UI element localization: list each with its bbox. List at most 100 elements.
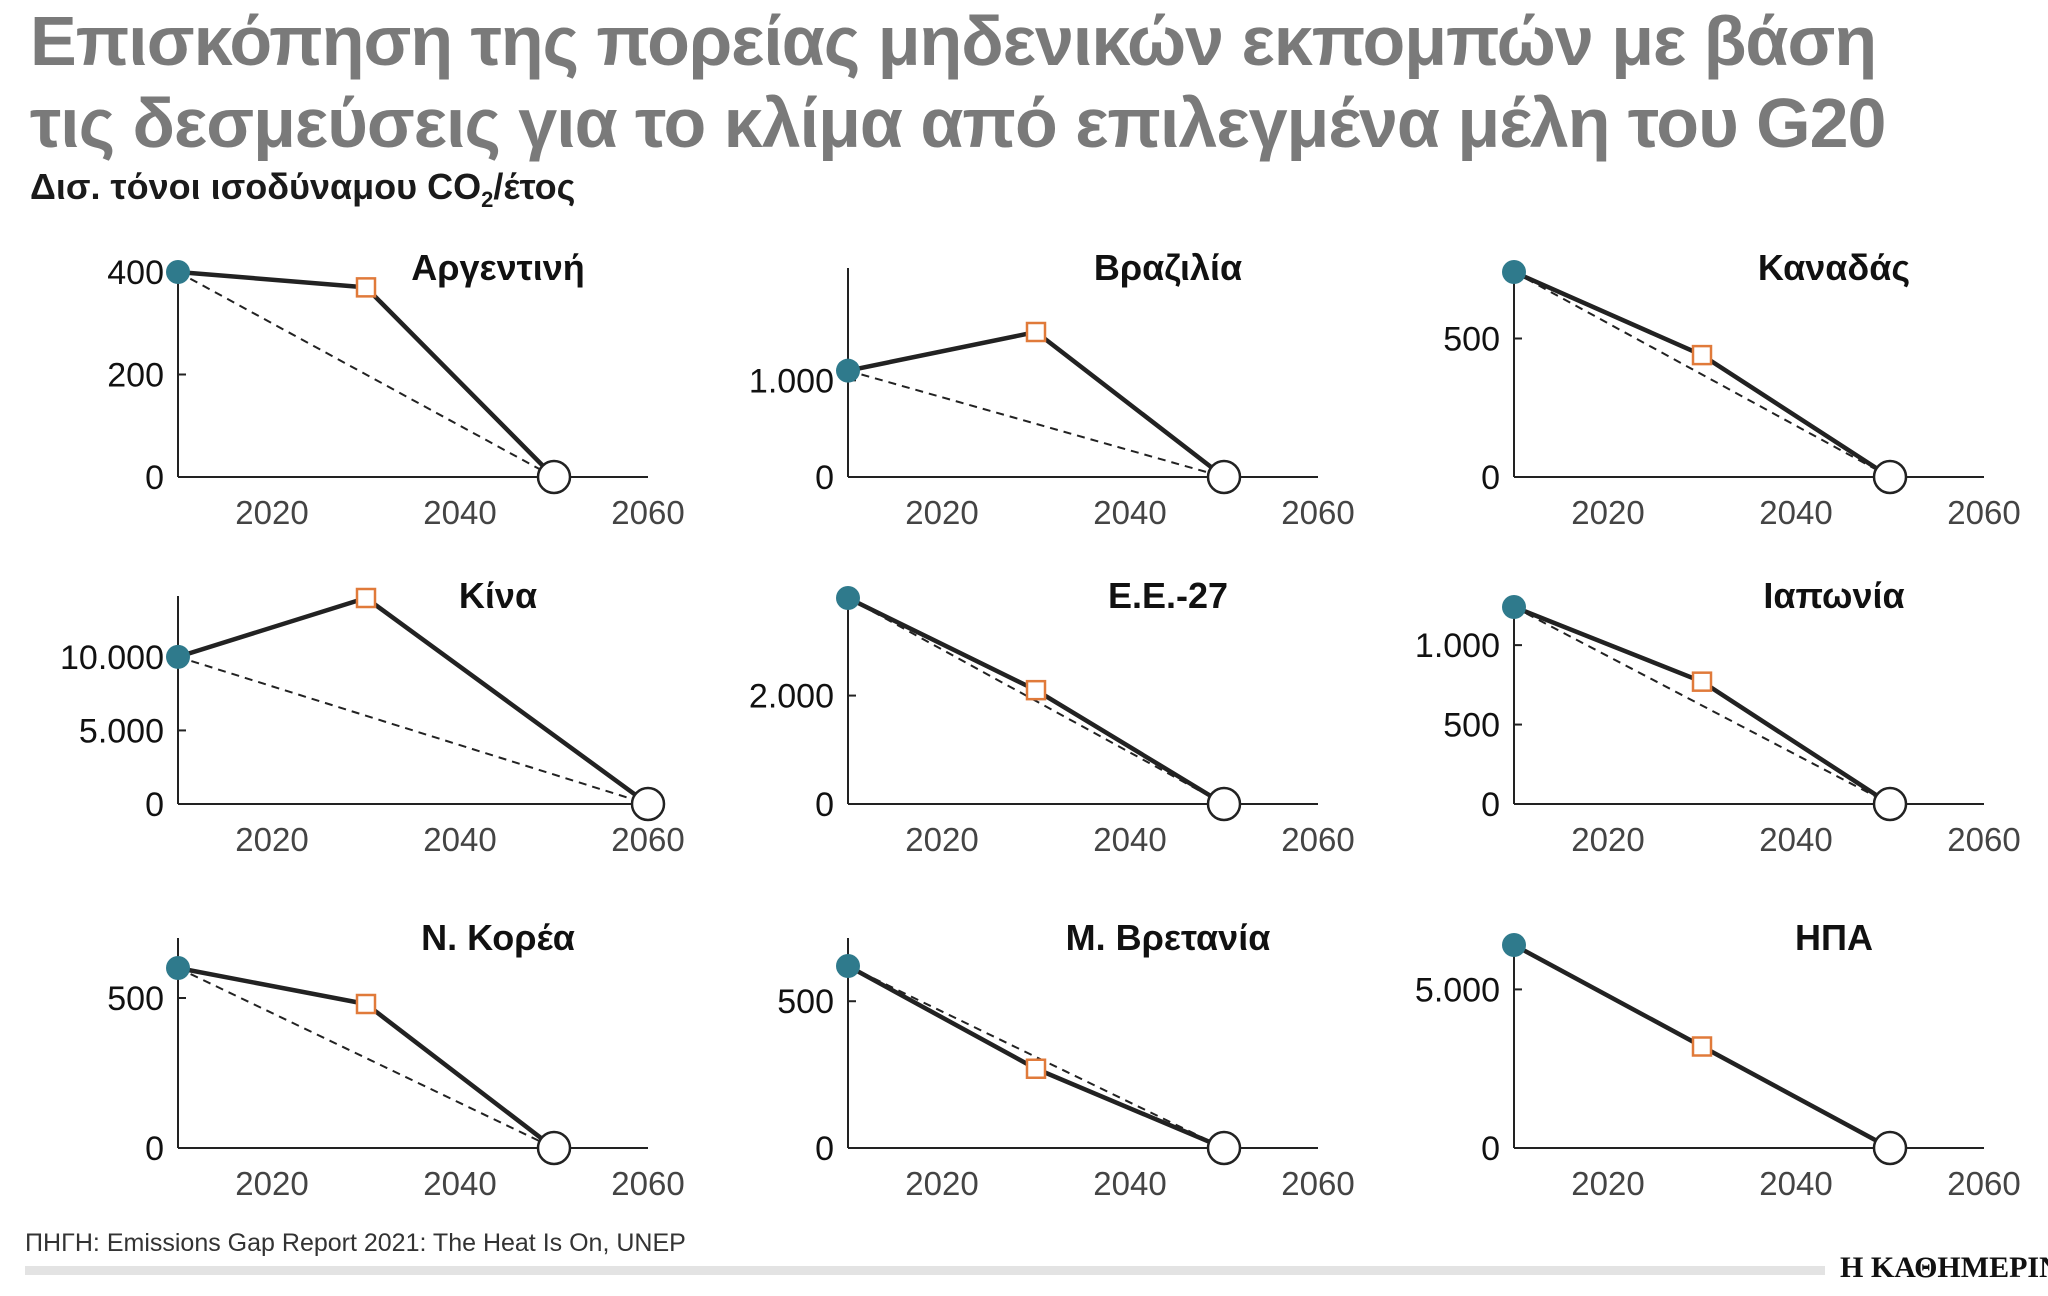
publisher-logo: Η ΚΑΘΗΜΕΡΙΝΗ	[1840, 1251, 2048, 1284]
x-tick-label: 2040	[423, 821, 496, 858]
panel-title: Μ. Βρετανία	[1066, 917, 1271, 958]
panel-8: 0 500 2020 2040 2060 Μ. Βρετανία	[777, 917, 1354, 1202]
y-tick-label: 500	[777, 983, 834, 1021]
series-dashed	[847, 369, 1225, 478]
y-tick-label: 200	[107, 357, 164, 395]
x-tick-label: 2060	[1947, 1165, 2020, 1202]
series-dashed	[177, 655, 649, 805]
panel-2: 0 1.000 2020 2040 2060 Βραζιλία	[749, 247, 1355, 531]
y-tick-label: 500	[1443, 707, 1500, 745]
y-tick-label: 2.000	[749, 678, 834, 716]
panel-6: 0 500 1.000 2020 2040 2060 Ιαπωνία	[1415, 575, 2021, 858]
x-tick-label: 2020	[235, 1165, 308, 1202]
pledge-point-marker	[1691, 344, 1713, 366]
y-tick-label: 0	[815, 459, 834, 497]
unit-label-subscript: 2	[481, 187, 494, 213]
chart-title-line-2: τις δεσμεύσεις για το κλίμα από επιλεγμέ…	[30, 84, 1886, 162]
panel-title: Αργεντινή	[411, 247, 584, 288]
y-tick-label: 500	[1443, 320, 1500, 358]
chart-title: Επισκόπηση της πορείας μηδενικών εκπομπώ…	[30, 0, 1886, 164]
net-zero-marker	[1872, 1130, 1908, 1166]
x-tick-label: 2060	[611, 494, 684, 531]
x-tick-label: 2020	[1571, 494, 1644, 531]
unit-label: Δισ. τόνοι ισοδύναμου CO2/έτος	[30, 166, 575, 213]
y-tick-label: 0	[815, 786, 834, 824]
panel-title: Βραζιλία	[1094, 247, 1242, 288]
x-tick-label: 2060	[1281, 1165, 1354, 1202]
net-zero-marker	[1872, 786, 1908, 822]
pledge-point-marker	[1691, 671, 1713, 692]
chart-title-line-1: Επισκόπηση της πορείας μηδενικών εκπομπώ…	[30, 2, 1877, 80]
pledge-point-marker	[1025, 321, 1047, 343]
x-tick-label: 2040	[423, 494, 496, 531]
pledge-point-marker	[1025, 679, 1047, 701]
x-tick-label: 2020	[905, 494, 978, 531]
start-point-marker	[836, 358, 860, 383]
panel-title: ΗΠΑ	[1795, 917, 1873, 958]
net-zero-marker	[536, 459, 572, 495]
net-zero-marker	[630, 786, 666, 822]
x-tick-label: 2020	[235, 821, 308, 858]
panel-4: 0 5.000 10.000 2020 2040 2060 Κίνα	[60, 575, 685, 858]
series-solid	[177, 595, 650, 806]
x-tick-label: 2040	[1093, 1165, 1166, 1202]
y-tick-label: 0	[1481, 1130, 1500, 1168]
series-solid	[847, 329, 1226, 479]
x-tick-label: 2040	[1759, 821, 1832, 858]
start-point-marker	[1502, 260, 1526, 284]
start-point-marker	[1502, 933, 1526, 957]
series-dashed	[177, 271, 555, 478]
x-tick-label: 2040	[1759, 494, 1832, 531]
y-tick-label: 0	[1481, 459, 1500, 497]
net-zero-marker	[1206, 786, 1242, 822]
pledge-point-marker	[1025, 1058, 1047, 1079]
unit-label-suffix: /έτος	[493, 166, 576, 207]
x-tick-label: 2040	[1759, 1165, 1832, 1202]
panel-title: Ε.Ε.-27	[1108, 575, 1228, 616]
series-dashed	[1513, 271, 1891, 478]
y-tick-label: 400	[107, 254, 164, 292]
start-point-marker	[836, 586, 860, 610]
y-tick-label: 5.000	[1415, 971, 1500, 1009]
net-zero-marker	[1872, 459, 1908, 495]
x-tick-label: 2040	[1093, 494, 1166, 531]
x-tick-label: 2060	[1947, 494, 2020, 531]
unit-label-text: Δισ. τόνοι ισοδύναμου CO	[30, 166, 482, 207]
x-tick-label: 2020	[905, 1165, 978, 1202]
panel-9: 0 5.000 2020 2040 2060 ΗΠΑ	[1415, 917, 2021, 1202]
pledge-point-marker	[1691, 1036, 1713, 1057]
net-zero-marker	[1206, 459, 1242, 495]
source-note: ΠΗΓΗ: Emissions Gap Report 2021: The Hea…	[25, 1229, 686, 1257]
panel-title: Κίνα	[459, 575, 537, 616]
x-tick-label: 2020	[905, 821, 978, 858]
x-tick-label: 2060	[1281, 821, 1354, 858]
x-tick-label: 2020	[235, 494, 308, 531]
start-point-marker	[166, 956, 190, 980]
x-tick-label: 2020	[1571, 1165, 1644, 1202]
series-dashed	[847, 965, 1225, 1149]
series-dashed	[1513, 606, 1891, 805]
y-tick-label: 0	[815, 1130, 834, 1168]
panel-5: 0 2.000 2020 2040 2060 Ε.Ε.-27	[749, 575, 1355, 858]
y-tick-label: 500	[107, 980, 164, 1018]
x-tick-label: 2060	[1947, 821, 2020, 858]
y-tick-label: 1.000	[749, 362, 834, 400]
y-tick-label: 10.000	[60, 639, 164, 677]
panel-title: Ιαπωνία	[1763, 575, 1904, 616]
panel-7: 0 500 2020 2040 2060 Ν. Κορέα	[107, 917, 684, 1202]
footer-divider	[25, 1266, 1825, 1275]
y-tick-label: 0	[145, 1130, 164, 1168]
x-tick-label: 2040	[1093, 821, 1166, 858]
y-tick-label: 0	[145, 786, 164, 824]
start-point-marker	[836, 954, 860, 978]
panel-title: Ν. Κορέα	[421, 917, 575, 958]
panel-3: 0 500 2020 2040 2060 Καναδάς	[1443, 247, 2020, 531]
y-tick-label: 5.000	[79, 712, 164, 750]
start-point-marker	[1502, 595, 1526, 619]
series-dashed	[847, 597, 1225, 805]
y-tick-label: 0	[145, 459, 164, 497]
net-zero-marker	[536, 1130, 572, 1166]
start-point-marker	[166, 644, 190, 669]
pledge-point-marker	[355, 993, 377, 1015]
